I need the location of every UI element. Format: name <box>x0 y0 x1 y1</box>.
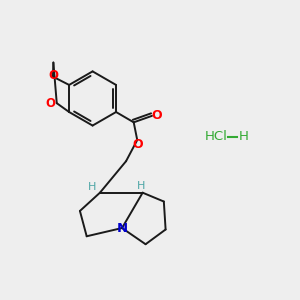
Text: O: O <box>152 109 162 122</box>
Text: HCl: HCl <box>205 130 227 143</box>
Text: H: H <box>238 130 248 143</box>
Text: O: O <box>45 97 55 110</box>
Text: H: H <box>88 182 96 192</box>
Text: H: H <box>137 181 146 191</box>
Text: N: N <box>116 222 128 235</box>
Text: O: O <box>48 69 58 82</box>
Text: O: O <box>132 139 142 152</box>
